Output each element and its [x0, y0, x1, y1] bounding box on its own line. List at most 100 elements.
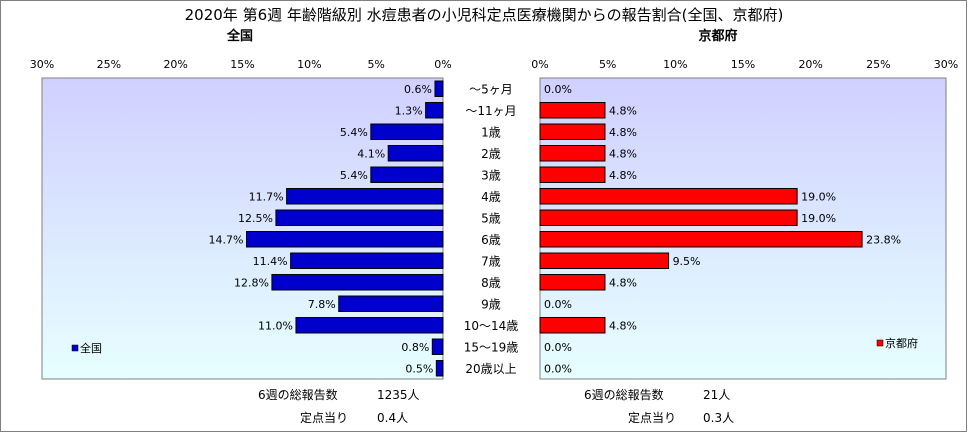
right-tick-label: 15%	[731, 58, 755, 71]
left-bar-value-label: 0.5%	[405, 362, 433, 375]
right-bar-value-label: 4.8%	[609, 147, 637, 160]
left-bar-value-label: 0.8%	[401, 341, 429, 354]
left-bar	[295, 317, 444, 334]
left-bar-value-label: 7.8%	[308, 298, 336, 311]
left-tick-label: 10%	[297, 58, 321, 71]
left-bar	[370, 166, 444, 183]
right-tick-label: 0%	[531, 58, 548, 71]
right-bar	[539, 123, 606, 140]
left-total-value: 1235人	[377, 388, 420, 402]
left-bars	[246, 80, 444, 377]
right-bar-value-label: 0.0%	[544, 341, 572, 354]
right-bar-value-label: 4.8%	[609, 104, 637, 117]
category-label: 15～19歳	[464, 340, 519, 354]
left-bar	[431, 338, 444, 355]
right-total-value: 21人	[703, 388, 730, 402]
left-total-label: 6週の総報告数	[258, 387, 338, 402]
left-bar	[246, 231, 444, 248]
right-bar	[539, 209, 798, 226]
category-label: 4歳	[481, 190, 501, 204]
right-bar	[539, 145, 606, 162]
left-legend-label: 全国	[80, 341, 102, 355]
right-bars	[539, 102, 863, 334]
right-legend-label: 京都府	[885, 336, 918, 350]
left-legend-swatch	[71, 344, 79, 352]
right-bar	[539, 102, 606, 119]
right-bar	[539, 252, 670, 269]
right-bar-value-label: 4.8%	[609, 319, 637, 332]
right-bar-value-label: 23.8%	[866, 233, 901, 246]
category-labels: ～5ヶ月 ～11ヶ月 1歳 2歳 3歳 4歳 5歳 6歳 7歳 8歳 9歳 10～14歳 15～19歳 2…	[464, 82, 519, 376]
right-bar	[539, 188, 798, 205]
left-bar-value-label: 14.7%	[209, 233, 244, 246]
left-bar	[338, 295, 444, 312]
right-bar-value-label: 0.0%	[544, 83, 572, 96]
right-bar-value-label: 9.5%	[673, 255, 701, 268]
category-label: 8歳	[481, 276, 501, 290]
right-legend: 京都府	[876, 336, 918, 350]
chart-title: 2020年 第6週 年齢階級別 水痘患者の小児科定点医療機関からの報告割合(全国…	[185, 6, 784, 24]
left-per-label: 定点当り	[300, 410, 348, 425]
right-tick-label: 25%	[866, 58, 890, 71]
right-bar-value-label: 4.8%	[609, 126, 637, 139]
left-bar	[387, 145, 444, 162]
right-tick-label: 5%	[599, 58, 616, 71]
right-legend-swatch	[876, 339, 884, 347]
left-bar	[425, 102, 444, 119]
right-bar	[539, 274, 606, 291]
left-panel-title: 全国	[226, 28, 253, 44]
right-bar	[539, 317, 606, 334]
left-tick-label: 25%	[97, 58, 121, 71]
right-data-labels: 0.0% 4.8% 4.8% 4.8% 4.8% 19.0% 19.0% 23.8% 9.5% 4…	[544, 83, 901, 376]
left-tick-label: 20%	[163, 58, 187, 71]
left-bar	[271, 274, 444, 291]
left-bar-value-label: 11.7%	[249, 190, 284, 203]
left-bar-value-label: 5.4%	[340, 126, 368, 139]
left-bar	[275, 209, 444, 226]
right-axis-ticks: 0% 5% 10% 15% 20% 25% 30%	[531, 58, 958, 71]
category-label: ～11ヶ月	[465, 104, 516, 118]
left-bar	[434, 80, 444, 97]
left-bar-value-label: 12.8%	[234, 276, 269, 289]
category-label: 5歳	[481, 211, 501, 225]
right-tick-label: 30%	[934, 58, 958, 71]
right-plot-area	[539, 77, 947, 380]
right-tick-label: 20%	[798, 58, 822, 71]
left-tick-label: 5%	[367, 58, 384, 71]
left-bar	[435, 360, 444, 377]
left-bar	[290, 252, 444, 269]
category-label: ～5ヶ月	[469, 82, 513, 96]
category-label: 3歳	[481, 168, 501, 182]
left-bar	[370, 123, 444, 140]
right-bar	[539, 166, 606, 183]
right-bar-value-label: 4.8%	[609, 276, 637, 289]
right-per-label: 定点当り	[628, 410, 676, 425]
left-bar-value-label: 5.4%	[340, 169, 368, 182]
right-bar-value-label: 19.0%	[801, 212, 836, 225]
category-label: 1歳	[481, 125, 501, 139]
right-tick-label: 10%	[663, 58, 687, 71]
left-tick-label: 30%	[30, 58, 54, 71]
left-tick-label: 15%	[230, 58, 254, 71]
left-bar	[286, 188, 444, 205]
category-label: 10～14歳	[464, 319, 519, 333]
left-data-labels: 0.6% 1.3% 5.4% 4.1% 5.4% 11.7% 12.5% 14.7% 11.4%…	[209, 83, 434, 376]
left-tick-label: 0%	[434, 58, 451, 71]
left-bar-value-label: 1.3%	[395, 104, 423, 117]
category-label: 2歳	[481, 147, 501, 161]
right-bar-value-label: 0.0%	[544, 362, 572, 375]
left-legend: 全国	[71, 341, 102, 355]
right-bar-value-label: 19.0%	[801, 190, 836, 203]
right-bar	[539, 231, 863, 248]
right-per-value: 0.3人	[703, 411, 734, 425]
category-label: 9歳	[481, 297, 501, 311]
left-bar-value-label: 0.6%	[404, 83, 432, 96]
left-axis-ticks: 0% 5% 10% 15% 20% 25% 30%	[30, 58, 452, 71]
left-bar-value-label: 11.0%	[258, 319, 293, 332]
category-label: 7歳	[481, 254, 501, 268]
right-panel-title: 京都府	[698, 28, 737, 44]
right-total-label: 6週の総報告数	[584, 387, 664, 402]
left-plot-area	[41, 77, 444, 380]
category-label: 6歳	[481, 233, 501, 247]
